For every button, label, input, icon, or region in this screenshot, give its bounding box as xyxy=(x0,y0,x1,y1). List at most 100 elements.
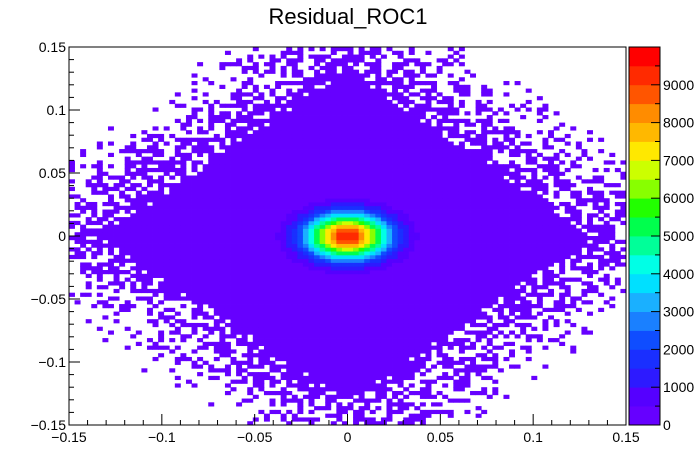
heatmap-cell xyxy=(96,262,103,267)
heatmap-cell xyxy=(492,167,499,173)
heatmap-cell xyxy=(492,205,499,210)
heatmap-cell xyxy=(397,364,404,369)
heatmap-cell xyxy=(219,145,226,150)
heatmap-cell xyxy=(492,190,499,195)
heatmap-cell xyxy=(174,194,181,199)
heatmap-cell xyxy=(252,228,259,233)
heatmap-cell xyxy=(431,364,438,369)
heatmap-cell xyxy=(442,254,449,260)
heatmap-cell xyxy=(130,160,137,165)
heatmap-cell xyxy=(314,205,321,210)
heatmap-cell xyxy=(336,390,343,396)
heatmap-cell xyxy=(197,364,204,369)
heatmap-cell xyxy=(369,236,376,241)
heatmap-cell xyxy=(369,133,376,139)
heatmap-cell xyxy=(559,296,566,301)
heatmap-cell xyxy=(408,243,415,248)
heatmap-cell xyxy=(375,217,382,222)
heatmap-cell xyxy=(174,277,181,282)
heatmap-cell xyxy=(503,171,510,176)
heatmap-cell xyxy=(224,224,231,229)
heatmap-cell xyxy=(213,319,220,324)
heatmap-cell xyxy=(314,375,321,381)
heatmap-cell xyxy=(152,270,159,275)
heatmap-cell xyxy=(470,175,477,180)
heatmap-cell xyxy=(520,311,527,316)
heatmap-cell xyxy=(158,311,165,316)
heatmap-cell xyxy=(380,190,387,195)
heatmap-cell xyxy=(525,251,532,256)
heatmap-cell xyxy=(275,160,282,165)
heatmap-cell xyxy=(514,307,521,312)
heatmap-cell xyxy=(525,258,532,263)
heatmap-cell xyxy=(447,209,454,214)
heatmap-cell xyxy=(431,247,438,252)
heatmap-cell xyxy=(425,319,432,324)
heatmap-cell xyxy=(297,368,304,373)
heatmap-cell xyxy=(403,179,410,184)
heatmap-cell xyxy=(442,190,449,195)
heatmap-cell xyxy=(453,266,460,271)
heatmap-cell xyxy=(219,186,226,192)
heatmap-cell xyxy=(497,270,504,275)
heatmap-cell xyxy=(336,379,343,384)
heatmap-cell xyxy=(481,285,488,290)
heatmap-cell xyxy=(197,209,204,214)
heatmap-cell xyxy=(369,311,376,316)
heatmap-cell xyxy=(403,311,410,316)
heatmap-cell xyxy=(503,277,510,282)
heatmap-cell xyxy=(386,251,393,256)
heatmap-cell xyxy=(397,296,404,301)
heatmap-cell xyxy=(358,251,365,256)
heatmap-cell xyxy=(341,141,348,146)
heatmap-cell xyxy=(492,171,499,176)
heatmap-cell xyxy=(442,141,449,146)
heatmap-cell xyxy=(564,228,571,233)
heatmap-cell xyxy=(347,171,354,176)
heatmap-cell xyxy=(509,137,515,142)
heatmap-cell xyxy=(185,266,192,271)
heatmap-cell xyxy=(297,220,304,226)
heatmap-cell xyxy=(330,266,337,271)
heatmap-cell xyxy=(202,326,209,331)
heatmap-cell xyxy=(358,387,365,392)
heatmap-cell xyxy=(570,160,577,165)
heatmap-cell xyxy=(224,315,231,320)
heatmap-cell xyxy=(269,322,276,328)
heatmap-cell xyxy=(386,228,393,233)
heatmap-cell xyxy=(336,186,343,192)
heatmap-cell xyxy=(380,220,387,226)
heatmap-cell xyxy=(185,137,192,142)
heatmap-cell xyxy=(119,236,126,241)
heatmap-cell xyxy=(258,285,265,290)
heatmap-cell xyxy=(509,285,515,290)
heatmap-cell xyxy=(124,145,131,150)
heatmap-cell xyxy=(202,217,209,222)
heatmap-cell xyxy=(74,300,81,305)
heatmap-cell xyxy=(386,379,393,384)
heatmap-cell xyxy=(470,292,477,297)
heatmap-cell xyxy=(497,217,504,222)
heatmap-cell xyxy=(447,160,454,165)
heatmap-cell xyxy=(497,254,504,260)
heatmap-cell xyxy=(163,239,170,244)
heatmap-cell xyxy=(252,171,259,176)
heatmap-cell xyxy=(219,326,226,331)
heatmap-cell xyxy=(180,277,187,282)
heatmap-cell xyxy=(208,190,215,195)
heatmap-cell xyxy=(163,232,170,237)
heatmap-cell xyxy=(542,292,549,297)
heatmap-cell xyxy=(280,372,287,377)
heatmap-cell xyxy=(419,330,426,335)
heatmap-cell xyxy=(224,334,231,339)
heatmap-cell xyxy=(325,345,332,350)
heatmap-cell xyxy=(336,326,343,331)
heatmap-cell xyxy=(291,232,298,237)
heatmap-cell xyxy=(213,368,220,373)
heatmap-cell xyxy=(397,152,404,158)
heatmap-cell xyxy=(486,375,493,381)
heatmap-cell xyxy=(174,167,181,173)
heatmap-cell xyxy=(542,326,549,331)
heatmap-cell xyxy=(141,251,148,256)
heatmap-cell xyxy=(202,311,209,316)
